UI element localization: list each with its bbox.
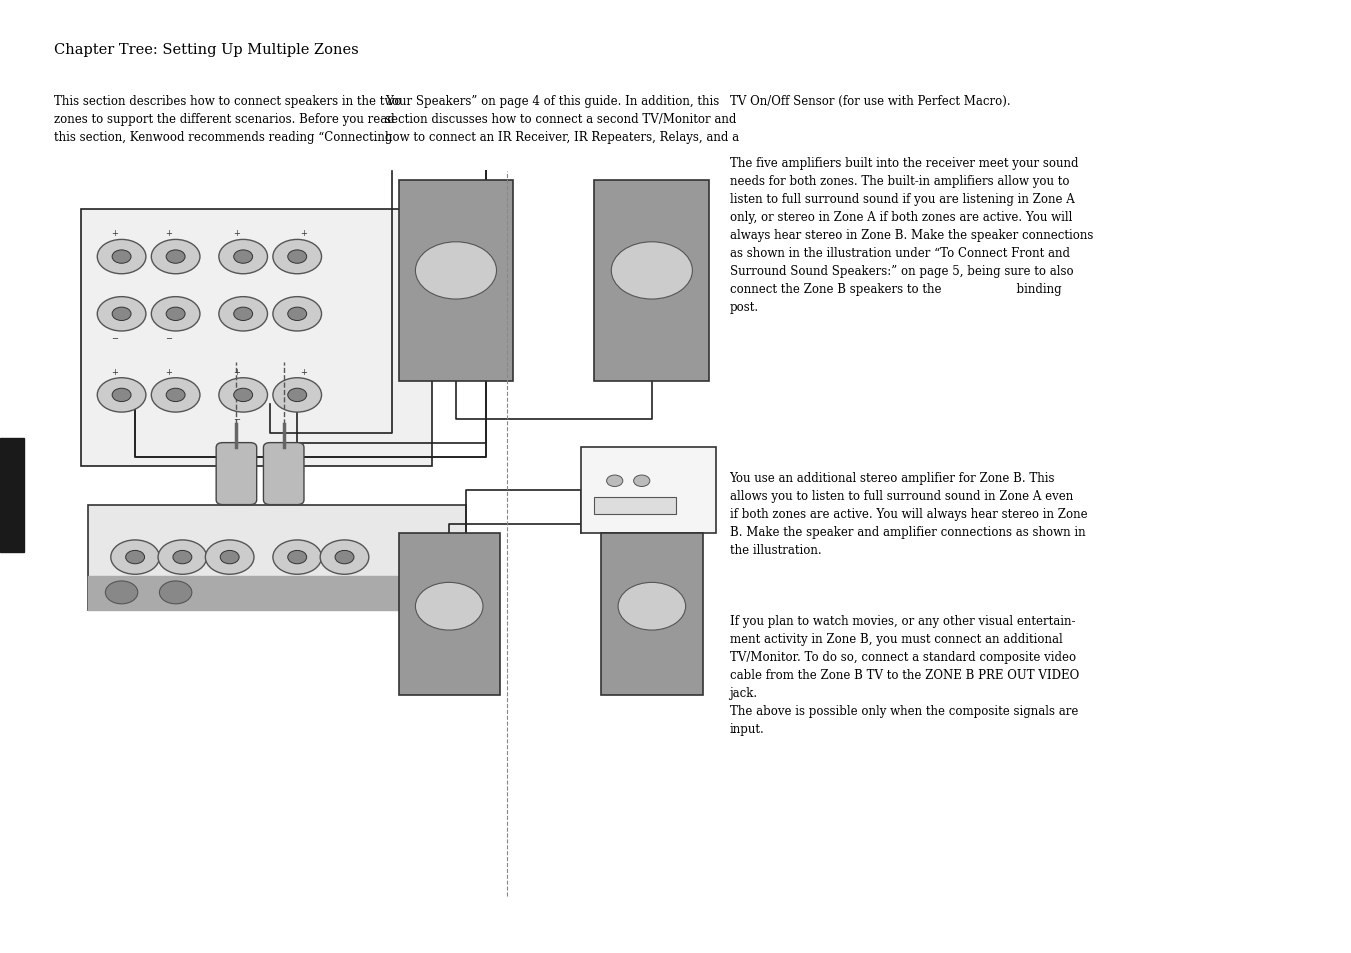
Text: −: − (232, 415, 240, 424)
FancyBboxPatch shape (581, 448, 716, 534)
Circle shape (158, 540, 207, 575)
Circle shape (173, 551, 192, 564)
Circle shape (320, 540, 369, 575)
FancyBboxPatch shape (399, 181, 513, 381)
Circle shape (112, 308, 131, 321)
Circle shape (112, 389, 131, 402)
Bar (0, 438, 24, 553)
Text: TV On/Off Sensor (for use with Perfect Macro).: TV On/Off Sensor (for use with Perfect M… (730, 95, 1011, 109)
Circle shape (416, 242, 496, 299)
Text: Chapter Tree: Setting Up Multiple Zones: Chapter Tree: Setting Up Multiple Zones (54, 43, 359, 57)
Text: +: + (232, 367, 240, 376)
Circle shape (219, 297, 267, 332)
FancyBboxPatch shape (81, 210, 432, 467)
Circle shape (126, 551, 145, 564)
Circle shape (288, 389, 307, 402)
Circle shape (219, 240, 267, 274)
Circle shape (97, 297, 146, 332)
FancyBboxPatch shape (399, 534, 500, 696)
Circle shape (151, 378, 200, 413)
Text: The five amplifiers built into the receiver meet your sound
needs for both zones: The five amplifiers built into the recei… (730, 157, 1093, 314)
Circle shape (335, 551, 354, 564)
Text: +: + (165, 229, 173, 238)
Circle shape (97, 240, 146, 274)
Circle shape (288, 308, 307, 321)
Text: If you plan to watch movies, or any other visual entertain-
ment activity in Zon: If you plan to watch movies, or any othe… (730, 615, 1079, 736)
Circle shape (415, 582, 482, 631)
Text: You use an additional stereo amplifier for Zone B. This
allows you to listen to : You use an additional stereo amplifier f… (730, 472, 1088, 557)
Circle shape (112, 251, 131, 264)
Text: +: + (111, 229, 119, 238)
Text: Your Speakers” on page 4 of this guide. In addition, this
section discusses how : Your Speakers” on page 4 of this guide. … (385, 95, 739, 144)
Circle shape (273, 540, 322, 575)
FancyBboxPatch shape (216, 443, 257, 505)
Circle shape (288, 251, 307, 264)
Circle shape (607, 476, 623, 487)
Circle shape (611, 242, 692, 299)
Circle shape (105, 581, 138, 604)
Circle shape (234, 308, 253, 321)
Bar (88, 577, 466, 610)
Circle shape (219, 378, 267, 413)
FancyBboxPatch shape (88, 505, 466, 610)
Text: +: + (300, 367, 308, 376)
FancyBboxPatch shape (263, 443, 304, 505)
FancyBboxPatch shape (601, 534, 703, 696)
Bar (594, 497, 676, 515)
Circle shape (205, 540, 254, 575)
Circle shape (166, 251, 185, 264)
Circle shape (220, 551, 239, 564)
Text: +: + (111, 367, 119, 376)
Text: This section describes how to connect speakers in the two
zones to support the d: This section describes how to connect sp… (54, 95, 401, 144)
FancyBboxPatch shape (594, 181, 709, 381)
Circle shape (159, 581, 192, 604)
Circle shape (111, 540, 159, 575)
Circle shape (151, 240, 200, 274)
Text: −: − (111, 334, 119, 343)
Circle shape (166, 308, 185, 321)
Circle shape (234, 389, 253, 402)
Circle shape (166, 389, 185, 402)
Circle shape (617, 582, 685, 631)
Text: +: + (300, 229, 308, 238)
Text: +: + (232, 229, 240, 238)
Circle shape (273, 297, 322, 332)
Circle shape (273, 378, 322, 413)
Circle shape (97, 378, 146, 413)
Circle shape (634, 476, 650, 487)
Text: +: + (165, 367, 173, 376)
Circle shape (151, 297, 200, 332)
Text: −: − (165, 334, 173, 343)
Circle shape (273, 240, 322, 274)
Circle shape (234, 251, 253, 264)
Circle shape (288, 551, 307, 564)
